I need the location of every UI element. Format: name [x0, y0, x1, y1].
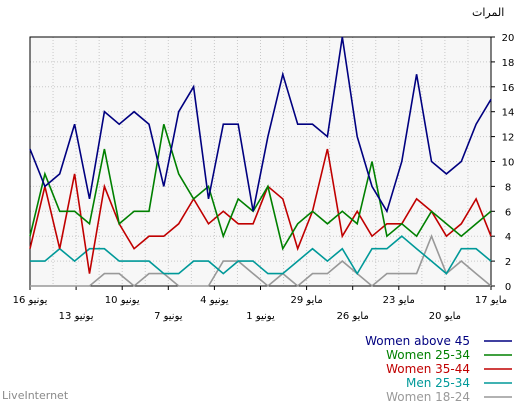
y-tick-label: 10 — [502, 158, 515, 169]
y-axis-ticks: 0 2 4 6 8 10 12 14 16 18 20 — [491, 33, 514, 293]
x-tick-label: 10 يونيو — [105, 295, 140, 306]
series-line-women-above-45 — [29, 36, 492, 214]
x-tick-label: 7 يونيو — [154, 311, 183, 322]
y-tick-label: 8 — [505, 182, 511, 193]
series-line-women-18-24 — [30, 234, 492, 288]
y-tick-label: 16 — [502, 83, 515, 94]
y-tick-label: 6 — [505, 207, 511, 218]
legend-label: Men 25-34 — [406, 376, 470, 390]
y-tick-label: 18 — [502, 58, 515, 69]
y-unit-label: المرات — [472, 6, 504, 19]
series-line-men-25-34 — [30, 235, 492, 276]
y-tick-label: 14 — [502, 108, 515, 119]
series-line-women-35-44 — [29, 148, 492, 274]
footer-brand: LiveInternet — [2, 389, 69, 402]
x-tick-label: 26 مايو — [337, 311, 369, 322]
series-line-women-25-34 — [29, 123, 492, 251]
legend-label: Women 35-44 — [386, 362, 470, 376]
y-tick-label: 12 — [502, 133, 515, 144]
x-tick-label: 13 يونيو — [59, 311, 94, 322]
x-tick-label: 16 يونيو — [13, 295, 48, 306]
x-tick-label: 1 يونيو — [246, 311, 275, 322]
legend-label: Women 18-24 — [386, 390, 470, 404]
legend-label: Women above 45 — [365, 334, 470, 348]
y-tick-label: 0 — [505, 282, 511, 293]
x-tick-label: 17 مايو — [475, 295, 507, 306]
x-tick-label: 4 يونيو — [200, 295, 229, 306]
y-tick-label: 20 — [502, 33, 515, 44]
y-tick-label: 4 — [505, 232, 511, 243]
x-tick-label: 20 مايو — [429, 311, 461, 322]
series-lines — [29, 36, 492, 288]
legend-label: Women 25-34 — [386, 348, 470, 362]
y-tick-label: 2 — [505, 257, 511, 268]
x-tick-label: 29 مايو — [290, 295, 322, 306]
x-axis-ticks: 17 مايو 20 مايو 23 مايو 26 مايو 29 مايو 1 يون… — [13, 286, 507, 322]
x-tick-label: 23 مايو — [383, 295, 415, 306]
